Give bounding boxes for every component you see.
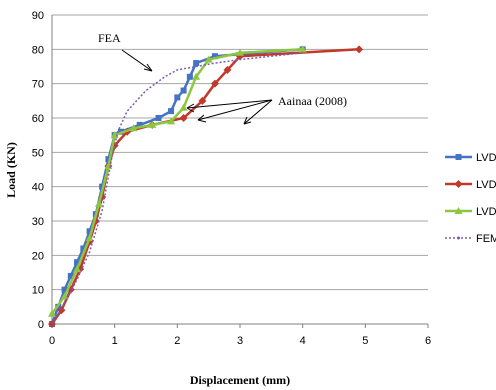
y-tick-label: 50 [32, 147, 44, 159]
data-point [67, 272, 74, 279]
data-point [179, 114, 188, 122]
x-axis-title: Displacement (mm) [190, 373, 290, 387]
legend-item: LVDT [445, 152, 496, 164]
data-point [298, 45, 307, 53]
data-point [180, 87, 187, 94]
y-tick-label: 70 [32, 79, 44, 91]
data-point [105, 156, 112, 163]
data-point [186, 73, 193, 80]
data-point [73, 265, 82, 273]
x-tick-label: 3 [237, 335, 243, 347]
annotation-aainaa: Aainaa (2008) [278, 94, 347, 108]
legend-item: LVDT [445, 206, 496, 218]
data-point [355, 45, 364, 54]
y-axis-title: Load (KN) [4, 142, 18, 198]
annotation-aainaa-arrows [186, 99, 273, 125]
x-tick-label: 4 [300, 335, 306, 347]
data-point [193, 60, 200, 67]
data-point [210, 79, 219, 88]
legend-item: LVDT [445, 179, 496, 191]
series-group [48, 45, 364, 328]
y-tick-label: 40 [32, 182, 44, 194]
legend-label: FEM [476, 233, 496, 245]
annotation-fea: FEA [98, 31, 121, 45]
data-point [80, 245, 87, 252]
data-point [61, 286, 68, 293]
data-point [48, 309, 56, 317]
data-point [179, 103, 188, 111]
data-point [86, 228, 93, 235]
axes [51, 15, 428, 325]
data-point [74, 259, 81, 266]
data-point [223, 65, 232, 74]
y-tick-label: 30 [32, 216, 44, 228]
legend-item: FEM [445, 233, 496, 245]
data-point [136, 121, 143, 128]
data-point [95, 199, 103, 207]
data-point [236, 48, 244, 56]
y-tick-label: 20 [32, 250, 44, 262]
data-point [168, 108, 175, 115]
legend-marker [455, 154, 462, 160]
data-point [204, 55, 213, 63]
legend-label: LVDT [476, 179, 496, 191]
data-point [60, 292, 69, 300]
data-point [192, 72, 201, 80]
x-tick-label: 2 [174, 335, 180, 347]
data-point [129, 124, 138, 132]
data-point [85, 234, 94, 242]
series-4 [51, 52, 303, 325]
data-point [174, 94, 181, 101]
series-line [51, 52, 303, 325]
data-point [198, 96, 207, 105]
legend-marker [454, 207, 463, 214]
x-tick-label: 5 [362, 335, 368, 347]
legend-marker [457, 236, 460, 240]
legend-label: LVDT [476, 206, 496, 218]
legend-label: LVDT [476, 152, 496, 164]
y-tick-label: 60 [32, 113, 44, 125]
annotation-fea-arrow [121, 49, 153, 72]
x-tick-label: 1 [112, 335, 118, 347]
y-tick-label: 0 [38, 319, 44, 331]
data-point [155, 115, 162, 121]
y-tick-label: 80 [32, 44, 44, 56]
x-tick-label: 0 [49, 335, 55, 347]
x-axis-ticks: 0 1 2 3 4 5 6 [49, 324, 431, 347]
y-tick-label: 10 [32, 285, 44, 297]
y-tick-label: 90 [32, 10, 44, 22]
data-point [148, 120, 157, 128]
data-point [211, 53, 218, 60]
plot-area [52, 15, 428, 324]
x-tick-label: 6 [425, 335, 431, 347]
grid [52, 14, 428, 291]
legend-marker [454, 180, 463, 188]
data-point [167, 117, 176, 125]
legend: LVDT LVDT LVDT FEM [445, 152, 496, 245]
y-axis-ticks: 0 10 20 30 40 50 60 70 80 90 [32, 10, 44, 331]
